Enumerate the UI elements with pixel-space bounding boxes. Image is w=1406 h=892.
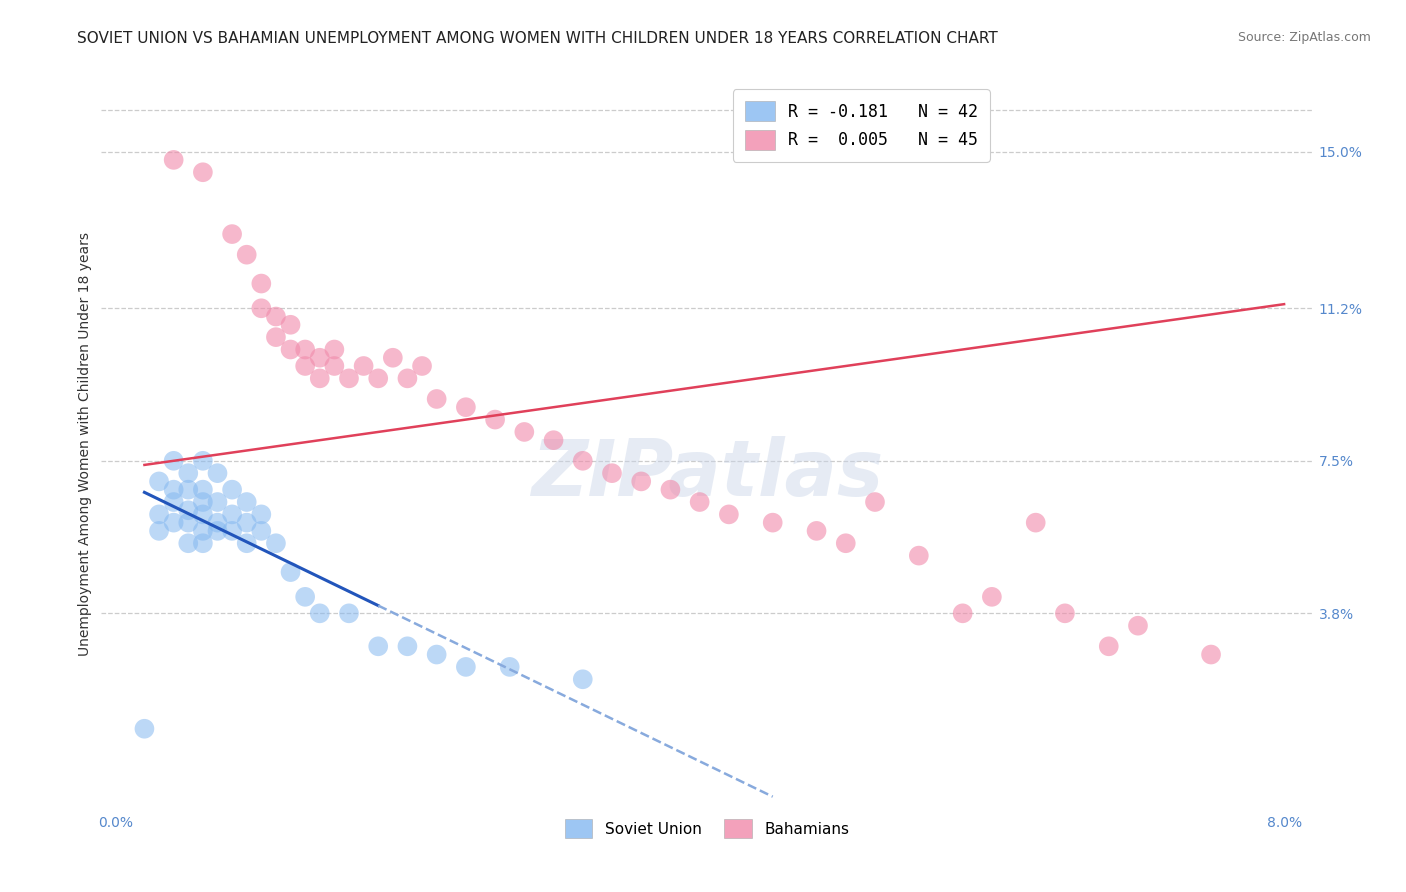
Point — [571, 673, 593, 687]
Point — [221, 524, 243, 538]
Point — [762, 516, 785, 530]
Point — [221, 508, 243, 522]
Point — [1025, 516, 1047, 530]
Point — [411, 359, 433, 373]
Text: SOVIET UNION VS BAHAMIAN UNEMPLOYMENT AMONG WOMEN WITH CHILDREN UNDER 18 YEARS C: SOVIET UNION VS BAHAMIAN UNEMPLOYMENT AM… — [77, 31, 998, 46]
Point — [163, 483, 186, 497]
Point — [163, 153, 186, 167]
Point — [337, 371, 360, 385]
Point — [221, 227, 243, 241]
Point — [235, 516, 257, 530]
Point — [659, 483, 682, 497]
Point — [952, 607, 974, 621]
Point — [1053, 607, 1076, 621]
Point — [163, 495, 186, 509]
Point — [426, 648, 449, 662]
Point — [689, 495, 711, 509]
Point — [337, 607, 360, 621]
Point — [630, 475, 652, 489]
Legend: Soviet Union, Bahamians: Soviet Union, Bahamians — [558, 813, 855, 844]
Point — [148, 524, 170, 538]
Point — [571, 454, 593, 468]
Point — [250, 524, 273, 538]
Point — [294, 590, 316, 604]
Point — [1098, 640, 1121, 654]
Point — [454, 401, 477, 415]
Point — [908, 549, 931, 563]
Point — [191, 165, 214, 179]
Point — [148, 475, 170, 489]
Point — [264, 536, 287, 550]
Point — [806, 524, 828, 538]
Point — [148, 508, 170, 522]
Point — [264, 310, 287, 324]
Point — [221, 483, 243, 497]
Text: ZIPatlas: ZIPatlas — [531, 435, 883, 512]
Point — [426, 392, 449, 406]
Point — [177, 466, 200, 480]
Point — [308, 351, 330, 365]
Point — [280, 565, 302, 579]
Point — [294, 359, 316, 373]
Point — [191, 524, 214, 538]
Point — [163, 454, 186, 468]
Point — [250, 301, 273, 316]
Point — [235, 248, 257, 262]
Point — [177, 536, 200, 550]
Point — [1199, 648, 1222, 662]
Point — [499, 660, 522, 674]
Point — [177, 503, 200, 517]
Point — [207, 466, 229, 480]
Point — [543, 433, 565, 447]
Point — [600, 466, 623, 480]
Point — [235, 495, 257, 509]
Point — [484, 412, 506, 426]
Point — [513, 425, 536, 439]
Text: Source: ZipAtlas.com: Source: ZipAtlas.com — [1237, 31, 1371, 45]
Point — [207, 495, 229, 509]
Point — [294, 343, 316, 357]
Point — [835, 536, 858, 550]
Point — [280, 318, 302, 332]
Point — [207, 524, 229, 538]
Point — [191, 536, 214, 550]
Point — [367, 640, 389, 654]
Point — [235, 536, 257, 550]
Point — [980, 590, 1002, 604]
Y-axis label: Unemployment Among Women with Children Under 18 years: Unemployment Among Women with Children U… — [79, 232, 93, 657]
Point — [134, 722, 156, 736]
Point — [207, 516, 229, 530]
Point — [323, 343, 346, 357]
Point — [863, 495, 886, 509]
Point — [396, 640, 419, 654]
Point — [381, 351, 404, 365]
Point — [323, 359, 346, 373]
Point — [177, 516, 200, 530]
Point — [717, 508, 740, 522]
Point — [308, 607, 330, 621]
Point — [191, 454, 214, 468]
Point — [191, 495, 214, 509]
Point — [367, 371, 389, 385]
Point — [191, 483, 214, 497]
Point — [250, 508, 273, 522]
Point — [308, 371, 330, 385]
Point — [353, 359, 375, 373]
Point — [1126, 618, 1149, 632]
Point — [250, 277, 273, 291]
Point — [264, 330, 287, 344]
Point — [177, 483, 200, 497]
Point — [396, 371, 419, 385]
Point — [280, 343, 302, 357]
Point — [163, 516, 186, 530]
Point — [191, 508, 214, 522]
Point — [454, 660, 477, 674]
